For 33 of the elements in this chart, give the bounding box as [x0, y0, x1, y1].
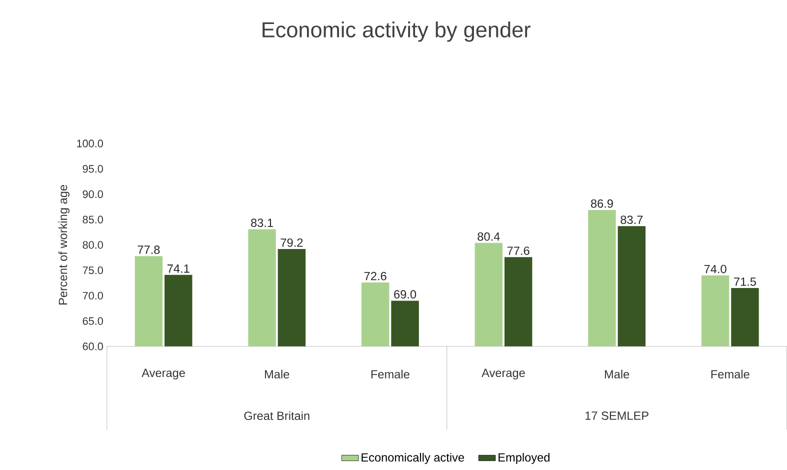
- data-label: 69.0: [394, 290, 416, 299]
- x-tick-label: Male: [604, 370, 630, 378]
- x-tick-label: Average: [142, 368, 185, 380]
- y-tick-label: 60.0: [82, 342, 103, 350]
- x-tick-label: Female: [711, 370, 750, 378]
- data-label: 83.1: [251, 218, 273, 227]
- y-tick-label: 95.0: [82, 164, 103, 173]
- data-label: 83.7: [620, 216, 643, 224]
- y-tick-label: 75.0: [82, 266, 103, 274]
- y-tick-label: 85.0: [82, 216, 103, 224]
- x-tick-label: Average: [482, 368, 525, 380]
- data-label: 80.4: [478, 232, 500, 241]
- text: 17 SEMLEP: [585, 411, 648, 420]
- x-tick-label: Male: [265, 370, 290, 378]
- data-label: 74.0: [704, 264, 726, 274]
- data-label: 74.1: [167, 264, 190, 273]
- y-tick-label: 70.0: [82, 292, 103, 300]
- data-label: 77.6: [507, 246, 530, 255]
- x-tick-label: Female: [371, 370, 410, 378]
- y-tick-label: 65.0: [82, 317, 103, 325]
- data-label: 77.8: [138, 246, 160, 254]
- y-tick-label: 100.0: [77, 140, 103, 148]
- data-label: 71.5: [734, 278, 756, 286]
- legend-label: Employed: [498, 452, 550, 464]
- y-tick-label: 90.0: [82, 190, 103, 198]
- data-label: 86.9: [590, 199, 613, 208]
- chart-title: Economic activity by gender: [262, 22, 531, 42]
- y-tick-label: 80.0: [82, 241, 103, 249]
- text: Great Britain: [244, 411, 310, 420]
- data-label: 79.2: [280, 238, 303, 247]
- y-axis-title: Percent of working age: [58, 184, 70, 304]
- data-label: 72.6: [364, 272, 386, 280]
- legend-label: Economically active: [362, 452, 464, 464]
